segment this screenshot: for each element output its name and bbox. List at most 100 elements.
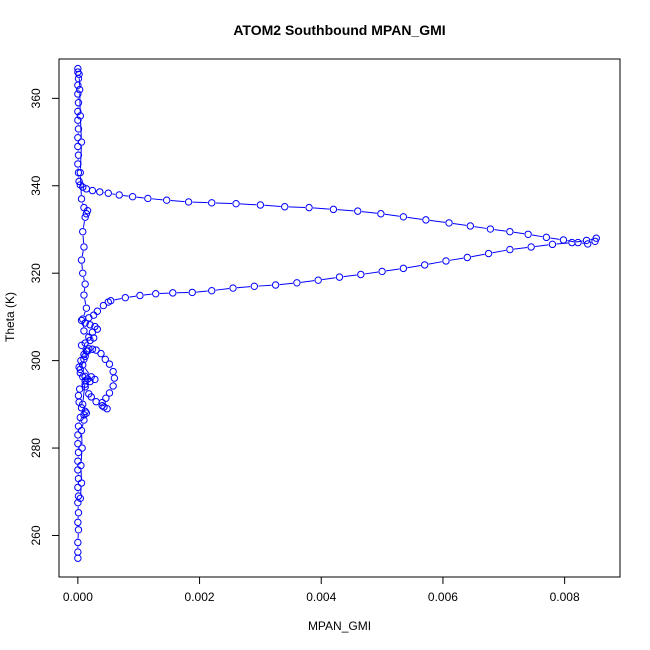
data-point [74, 509, 83, 517]
series-segment [288, 206, 306, 208]
data-point [88, 345, 97, 353]
data-point [80, 243, 88, 251]
series-segment [494, 229, 506, 232]
series-segment [83, 407, 86, 410]
y-axis: 260 280 300 320 340 360 [29, 88, 60, 545]
series-segment [81, 250, 84, 257]
data-point [97, 349, 105, 358]
data-point [256, 201, 265, 209]
series-segment [236, 286, 251, 289]
data-point [445, 219, 453, 227]
data-point [420, 261, 429, 269]
data-point [99, 301, 108, 310]
data-point [399, 213, 408, 221]
series-segment [567, 240, 575, 243]
data-point [74, 125, 83, 133]
data-point [74, 107, 82, 116]
data-point [98, 401, 106, 410]
data-point [77, 195, 86, 203]
series-segment [215, 288, 230, 291]
data-point [76, 112, 84, 120]
series-segment [264, 204, 281, 207]
data-point [81, 213, 89, 221]
data-point [82, 304, 91, 312]
data-point [162, 196, 171, 204]
data-point [548, 240, 557, 249]
data-point [422, 216, 430, 224]
data-point [293, 279, 301, 287]
data-point [74, 116, 82, 124]
series-segment [81, 423, 84, 427]
data-point [91, 322, 99, 331]
series-segment [84, 298, 87, 305]
data-point [109, 382, 117, 390]
chart-title: ATOM2 Southbound MPAN_GMI [233, 22, 445, 38]
x-tick-label: 0.008 [550, 590, 580, 604]
data-point [110, 374, 119, 382]
data-point [77, 316, 86, 325]
data-point [79, 315, 87, 323]
series-segment [123, 194, 129, 197]
data-point [115, 191, 123, 199]
series-segment [407, 265, 421, 269]
series-layer [74, 64, 600, 562]
series-segment [474, 226, 487, 229]
data-point [82, 409, 91, 417]
series-segment [384, 213, 400, 217]
series-segment [452, 222, 467, 226]
series-segment [550, 237, 560, 240]
data-point [80, 416, 88, 424]
y-tick-label: 340 [29, 175, 43, 195]
series-segment [143, 293, 152, 296]
series-segment [151, 198, 163, 201]
series-segment [82, 221, 85, 228]
series-segment [82, 235, 85, 244]
data-point [152, 290, 160, 298]
data-point [250, 282, 259, 291]
data-point [354, 207, 362, 215]
data-point [86, 321, 94, 329]
series-segment [82, 348, 85, 353]
data-point [399, 264, 408, 273]
data-point [92, 346, 100, 354]
data-point [76, 168, 84, 177]
data-point [314, 276, 322, 284]
data-point [378, 267, 386, 276]
x-axis-label: MPAN_GMI [308, 619, 371, 633]
y-tick-label: 280 [29, 438, 43, 458]
data-point [208, 199, 216, 207]
data-point [357, 270, 365, 279]
series-segment [337, 209, 354, 212]
data-point [74, 431, 82, 439]
series-segment [80, 486, 82, 495]
data-point [74, 64, 82, 73]
series-segment [83, 311, 86, 316]
series-segment [361, 211, 377, 214]
data-point [93, 325, 102, 333]
data-point [591, 237, 599, 245]
data-point [86, 377, 94, 386]
data-point [74, 439, 82, 448]
y-tick-label: 320 [29, 263, 43, 283]
data-point [75, 70, 83, 78]
data-point [85, 390, 93, 398]
data-point [74, 548, 82, 556]
data-point [281, 203, 289, 211]
data-point [77, 461, 85, 470]
series-segment [279, 282, 293, 286]
data-point [506, 245, 514, 254]
series-segment [86, 332, 91, 336]
data-point [74, 151, 83, 159]
data-point [102, 394, 110, 402]
data-point [229, 284, 237, 292]
series-segment [79, 119, 82, 139]
series-segment [82, 384, 86, 401]
series-segment [258, 284, 272, 287]
data-point [80, 291, 88, 299]
data-point [77, 341, 86, 350]
data-point [184, 198, 193, 206]
data-point [442, 257, 450, 265]
